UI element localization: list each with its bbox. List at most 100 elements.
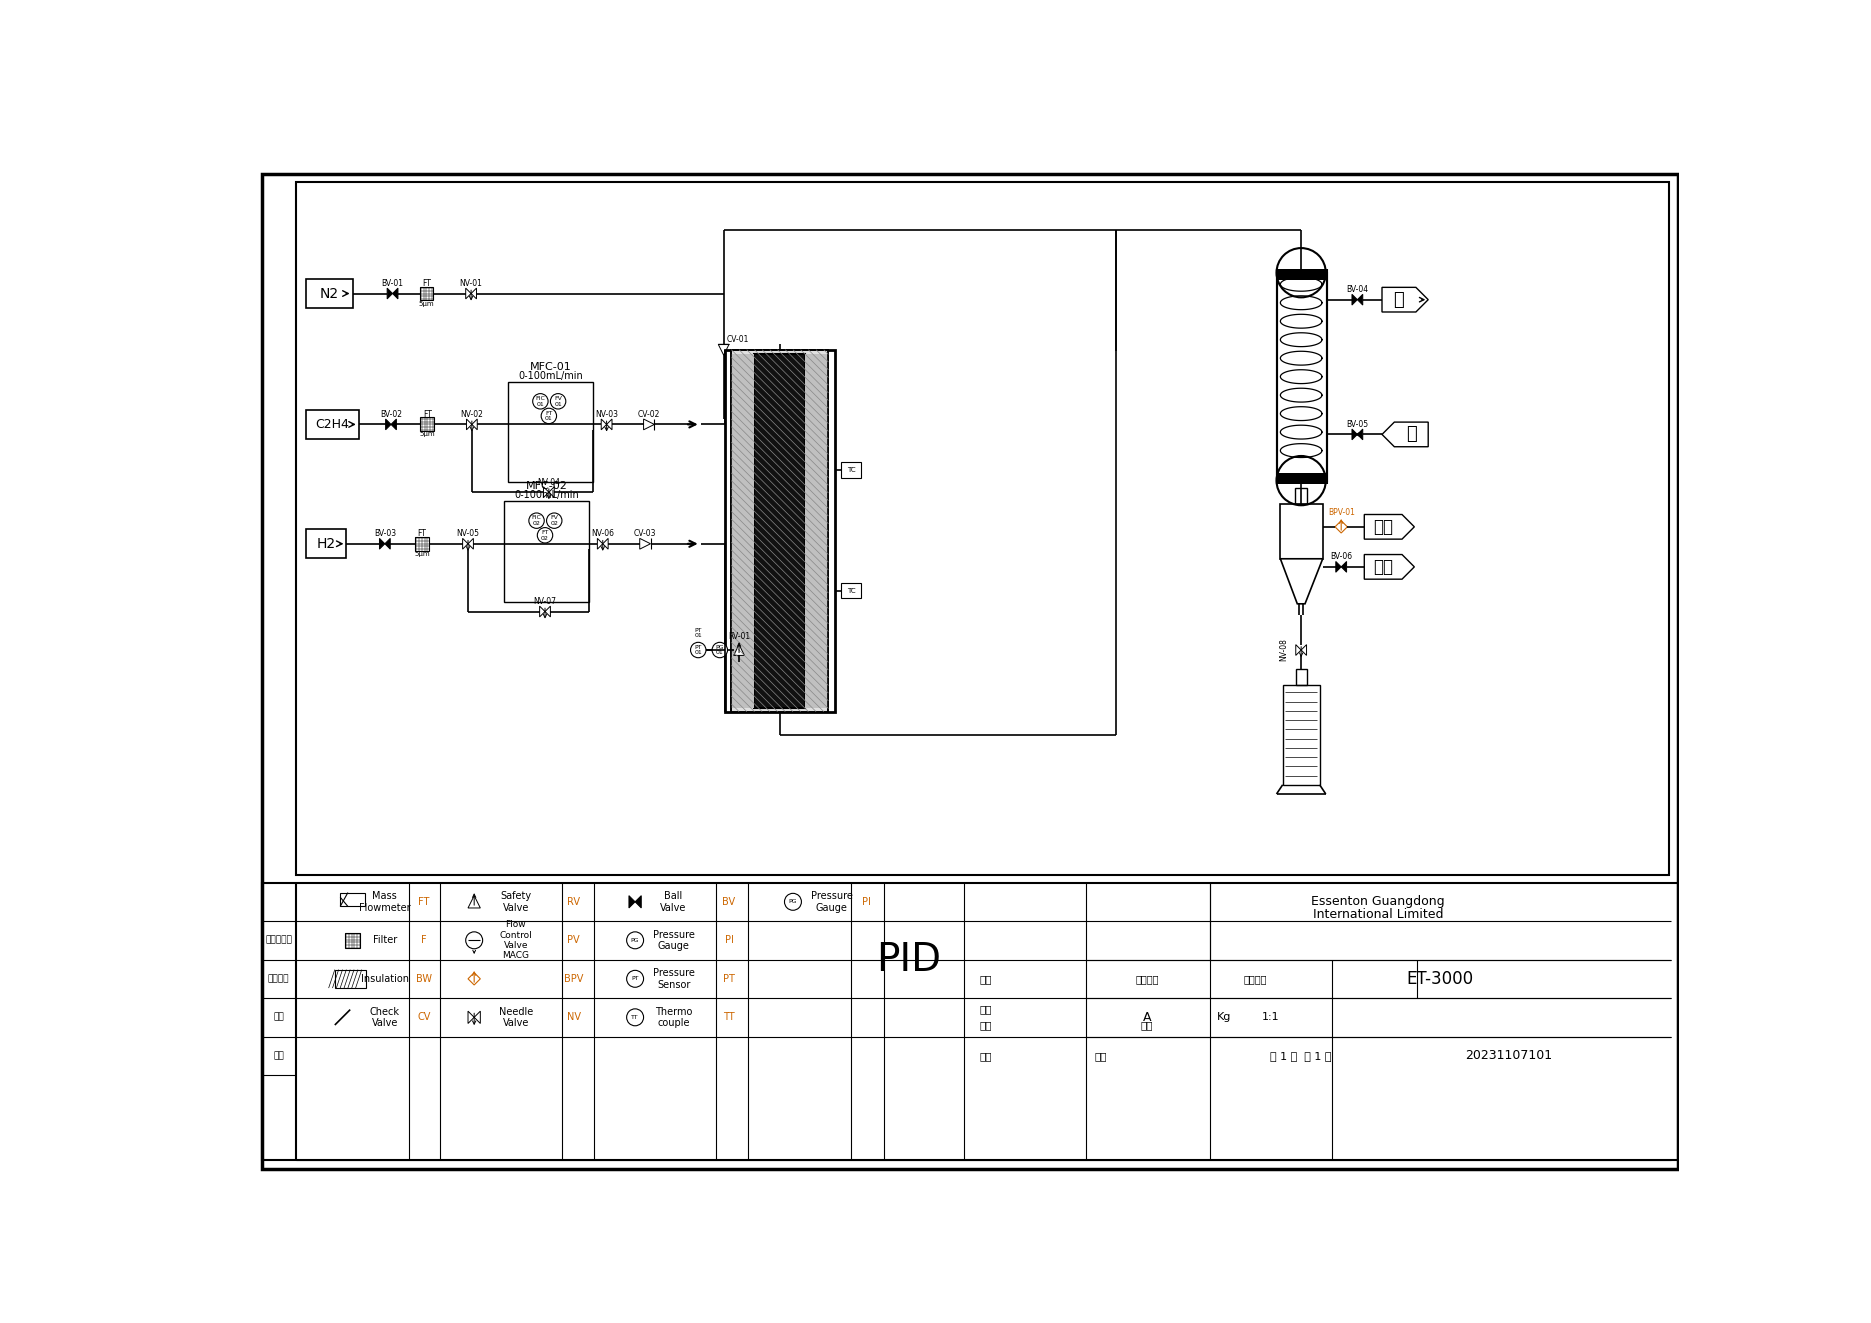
Polygon shape bbox=[548, 487, 554, 497]
Bar bbox=[732, 349, 829, 712]
Polygon shape bbox=[1342, 561, 1347, 573]
Text: NV-06: NV-06 bbox=[591, 529, 614, 538]
Polygon shape bbox=[602, 538, 608, 549]
Text: FV
02: FV 02 bbox=[550, 515, 558, 527]
Text: BPV: BPV bbox=[563, 974, 584, 984]
Polygon shape bbox=[601, 419, 606, 430]
Text: ET-3000: ET-3000 bbox=[1407, 970, 1472, 988]
Text: PT
01: PT 01 bbox=[694, 627, 702, 639]
Bar bbox=[307, 410, 359, 439]
Circle shape bbox=[546, 513, 561, 528]
Text: 1:1: 1:1 bbox=[1261, 1012, 1280, 1023]
Bar bbox=[344, 933, 361, 949]
Text: Mass
Flowmeter: Mass Flowmeter bbox=[359, 890, 410, 913]
Text: F: F bbox=[421, 935, 427, 946]
Text: 批准: 批准 bbox=[1095, 1050, 1108, 1061]
Polygon shape bbox=[644, 419, 655, 430]
Polygon shape bbox=[468, 538, 473, 549]
Polygon shape bbox=[597, 538, 602, 549]
Text: NV-08: NV-08 bbox=[1280, 639, 1289, 662]
Text: 版本: 版本 bbox=[273, 1013, 284, 1021]
Text: MFC-01: MFC-01 bbox=[529, 361, 571, 372]
Text: Pressure
Gauge: Pressure Gauge bbox=[653, 930, 694, 951]
Circle shape bbox=[537, 528, 552, 542]
Polygon shape bbox=[468, 1011, 473, 1024]
Polygon shape bbox=[733, 644, 745, 655]
Bar bbox=[1284, 685, 1319, 785]
Circle shape bbox=[466, 931, 483, 949]
Text: NV-04: NV-04 bbox=[537, 478, 559, 487]
Text: TC: TC bbox=[848, 467, 855, 472]
Bar bbox=[419, 287, 434, 300]
Bar bbox=[307, 279, 352, 308]
Text: NV-07: NV-07 bbox=[533, 597, 556, 606]
Polygon shape bbox=[1353, 429, 1356, 439]
Text: Needle
Valve: Needle Valve bbox=[500, 1007, 533, 1028]
Text: FIC
01: FIC 01 bbox=[535, 396, 544, 406]
Bar bbox=[732, 349, 829, 712]
Text: FT
01: FT 01 bbox=[544, 410, 552, 421]
Polygon shape bbox=[387, 288, 393, 299]
Text: PI: PI bbox=[724, 935, 733, 946]
Text: 排空: 排空 bbox=[1373, 558, 1394, 576]
Text: FV
01: FV 01 bbox=[554, 396, 561, 406]
Bar bbox=[1295, 488, 1308, 504]
Polygon shape bbox=[640, 538, 651, 549]
Text: BV-03: BV-03 bbox=[374, 529, 397, 538]
Text: 质量比例: 质量比例 bbox=[1242, 974, 1267, 984]
Text: TT: TT bbox=[724, 1012, 735, 1023]
Polygon shape bbox=[606, 419, 612, 430]
Bar bbox=[1280, 504, 1323, 558]
Polygon shape bbox=[466, 419, 471, 430]
Polygon shape bbox=[1364, 554, 1414, 579]
Text: PG: PG bbox=[790, 900, 797, 905]
Bar bbox=[415, 537, 428, 550]
Text: NV-03: NV-03 bbox=[595, 410, 617, 419]
Polygon shape bbox=[1300, 644, 1306, 655]
Polygon shape bbox=[1297, 644, 1300, 655]
Bar bbox=[1276, 269, 1327, 280]
Polygon shape bbox=[1353, 294, 1356, 306]
Text: PT
01: PT 01 bbox=[694, 644, 702, 655]
Bar bbox=[732, 349, 829, 712]
Polygon shape bbox=[393, 288, 399, 299]
Polygon shape bbox=[1336, 561, 1342, 573]
Polygon shape bbox=[1356, 294, 1362, 306]
Text: NV-01: NV-01 bbox=[460, 279, 483, 288]
Text: 旧底图总号: 旧底图总号 bbox=[266, 935, 292, 945]
Text: 20231107101: 20231107101 bbox=[1465, 1049, 1553, 1062]
Bar bbox=[1276, 273, 1327, 480]
Text: 排气: 排气 bbox=[1373, 517, 1394, 536]
Text: Check
Valve: Check Valve bbox=[370, 1007, 400, 1028]
Circle shape bbox=[713, 643, 728, 658]
Text: H2: H2 bbox=[316, 537, 337, 550]
Circle shape bbox=[533, 394, 548, 409]
Circle shape bbox=[1276, 456, 1327, 505]
Polygon shape bbox=[539, 606, 544, 617]
Text: International Limited: International Limited bbox=[1313, 909, 1443, 921]
Polygon shape bbox=[466, 288, 471, 299]
Text: 阶段标记: 阶段标记 bbox=[1136, 974, 1158, 984]
Text: A: A bbox=[1143, 1011, 1151, 1024]
Text: C2H4: C2H4 bbox=[316, 418, 350, 431]
Text: CV: CV bbox=[417, 1012, 430, 1023]
Text: PT: PT bbox=[722, 974, 735, 984]
Bar bbox=[509, 382, 593, 482]
Text: NV-02: NV-02 bbox=[460, 410, 483, 419]
Text: 批准: 批准 bbox=[1141, 1020, 1153, 1031]
Text: TC: TC bbox=[848, 587, 855, 594]
Text: TT: TT bbox=[631, 1015, 638, 1020]
Text: 5μm: 5μm bbox=[419, 300, 434, 307]
Text: Pressure
Gauge: Pressure Gauge bbox=[810, 890, 853, 913]
Bar bbox=[754, 353, 805, 708]
Circle shape bbox=[550, 394, 565, 409]
Text: Ball
Valve: Ball Valve bbox=[660, 890, 687, 913]
Bar bbox=[1276, 472, 1327, 484]
Polygon shape bbox=[385, 419, 391, 430]
Text: BV-05: BV-05 bbox=[1347, 419, 1368, 429]
Text: 设计: 设计 bbox=[979, 974, 992, 984]
Text: Pressure
Sensor: Pressure Sensor bbox=[653, 968, 694, 990]
Text: FT
02: FT 02 bbox=[541, 531, 548, 541]
Polygon shape bbox=[468, 896, 481, 908]
Text: BW: BW bbox=[415, 974, 432, 984]
